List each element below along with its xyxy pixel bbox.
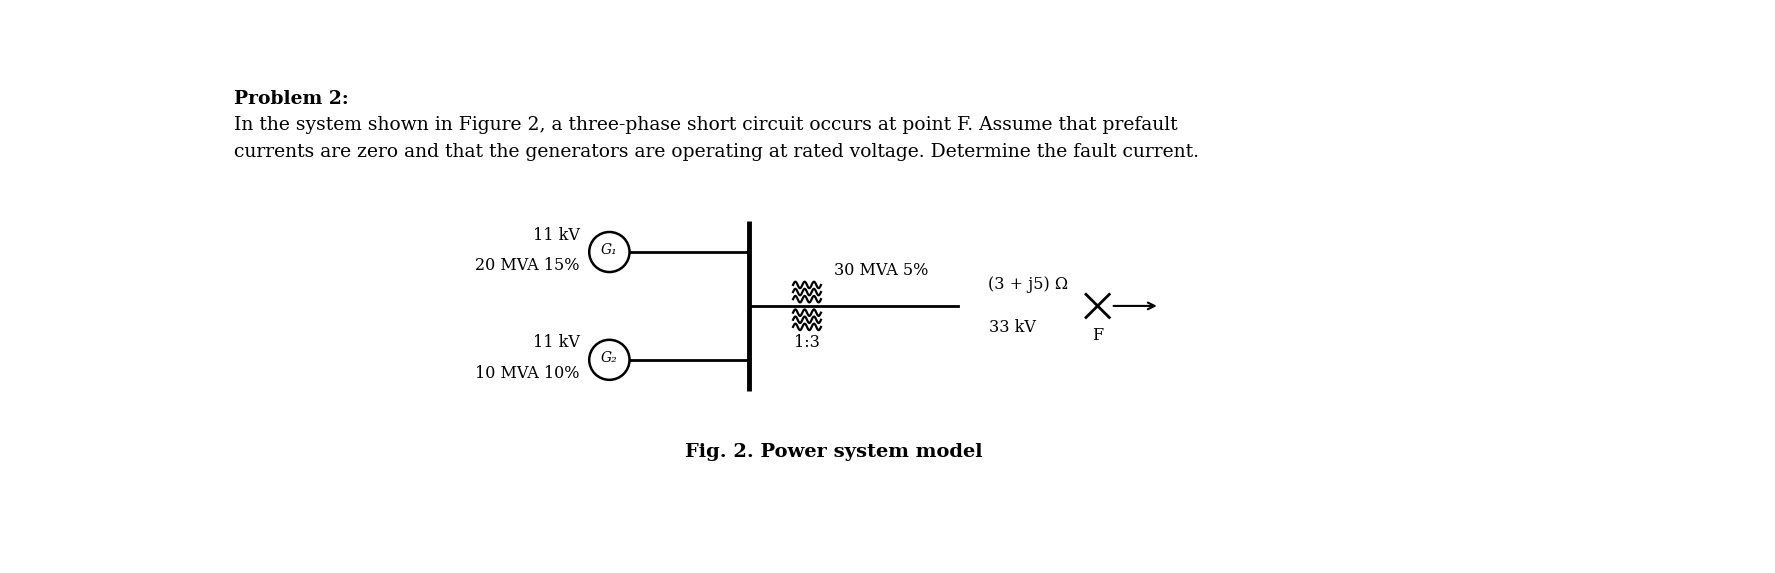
- Text: 10 MVA 10%: 10 MVA 10%: [476, 365, 580, 382]
- Text: 33 kV: 33 kV: [989, 319, 1037, 336]
- Text: currents are zero and that the generators are operating at rated voltage. Determ: currents are zero and that the generator…: [234, 143, 1198, 160]
- Text: G₁: G₁: [602, 244, 618, 257]
- Text: Fig. 2. Power system model: Fig. 2. Power system model: [685, 444, 983, 461]
- Text: 30 MVA 5%: 30 MVA 5%: [834, 262, 928, 279]
- Text: 11 kV: 11 kV: [532, 335, 580, 351]
- Text: 20 MVA 15%: 20 MVA 15%: [476, 257, 580, 274]
- Text: F: F: [1092, 328, 1104, 344]
- Text: G₂: G₂: [602, 351, 618, 365]
- Text: (3 + j5) Ω: (3 + j5) Ω: [989, 276, 1069, 293]
- Text: Problem 2:: Problem 2:: [234, 91, 348, 108]
- Text: 11 kV: 11 kV: [532, 226, 580, 244]
- Text: In the system shown in Figure 2, a three-phase short circuit occurs at point F. : In the system shown in Figure 2, a three…: [234, 116, 1177, 134]
- Text: 1:3: 1:3: [793, 335, 820, 351]
